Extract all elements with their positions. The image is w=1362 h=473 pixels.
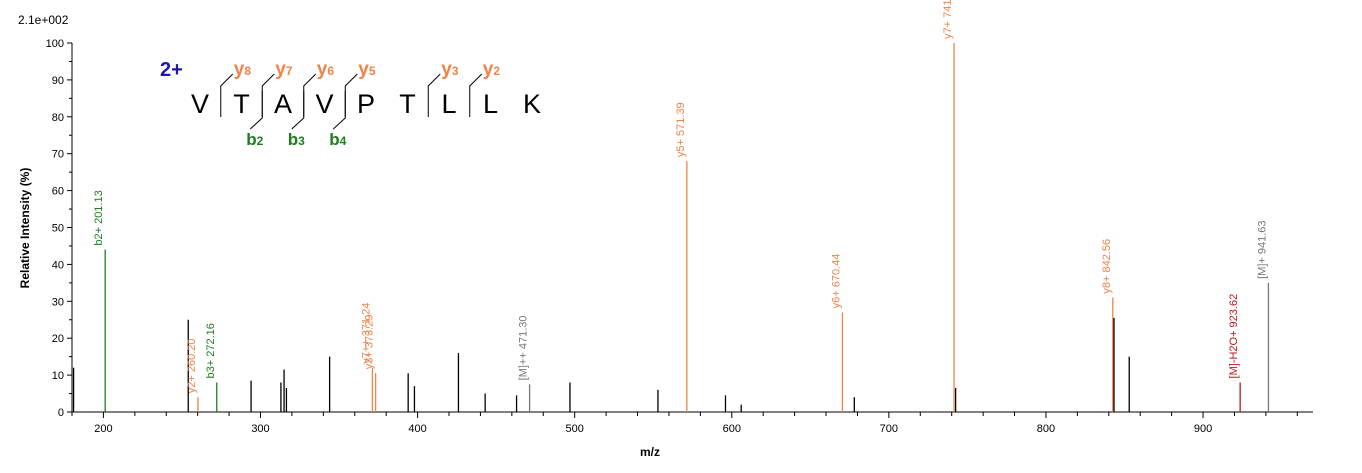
x-tick-label: 600	[723, 423, 741, 435]
y-ion-number: 8	[244, 64, 251, 78]
y-axis-title: Relative Intensity (%)	[18, 168, 32, 289]
b-ion-cleavage-mark	[332, 91, 346, 130]
peak-label: y5+ 571.39	[675, 102, 687, 157]
y-ion-label: y6	[317, 59, 335, 80]
residue-letter: L	[441, 89, 456, 119]
b-ion-number: 4	[340, 134, 347, 148]
y-ion-label: y3	[441, 59, 459, 80]
peak-label: y2+ 260.20	[186, 338, 198, 393]
y-ion-label: y8	[234, 59, 252, 80]
y-ion-cleavage-mark	[303, 73, 317, 117]
intensity-scale-label: 2.1e+002	[18, 13, 69, 27]
charge-state-label: 2+	[160, 59, 183, 81]
y-ion-cleavage-mark	[220, 73, 234, 117]
y-ion-label: y5	[358, 59, 376, 80]
peak-label: b3+ 272.16	[205, 323, 217, 378]
y-ion-cleavage-mark	[261, 73, 275, 117]
peak-label: b2+ 201.13	[93, 190, 105, 245]
y-tick-label: 70	[52, 149, 64, 161]
y-tick-label: 30	[52, 296, 64, 308]
residue-letter: K	[523, 89, 541, 119]
residue-letter: V	[191, 89, 209, 119]
y-ion-label: y2	[483, 59, 501, 80]
x-axis-title: m/z	[640, 445, 660, 459]
b-ion-label: b2	[246, 130, 263, 149]
peak-label: y8+ 842.56	[1101, 239, 1113, 294]
y-ion-number: 6	[327, 64, 334, 78]
residue-letter: L	[483, 89, 498, 119]
y-ion-number: 2	[493, 64, 500, 78]
chart-axes: 200 300 400 500 600 700 800 900 010203040506070…	[46, 38, 1313, 435]
y-ion-number: 3	[452, 64, 459, 78]
b-ion-number: 2	[257, 134, 264, 148]
y-tick-label: 50	[52, 223, 64, 235]
peak-label: [M]++ 471.30	[518, 315, 530, 380]
x-tick-label: 500	[566, 423, 584, 435]
b-ion-cleavage-mark	[249, 91, 263, 130]
y-ion-number: 5	[369, 64, 376, 78]
y-tick-label: 20	[52, 333, 64, 345]
residue-letter: A	[274, 89, 292, 119]
residue-letter: P	[357, 89, 375, 119]
x-tick-label: 200	[94, 423, 112, 435]
y-tick-label: 60	[52, 186, 64, 198]
b-ion-label: b4	[329, 130, 346, 149]
y-tick-label: 80	[52, 112, 64, 124]
peak-label: y3+ 373.29	[364, 315, 376, 370]
b-ion-number: 3	[298, 134, 305, 148]
x-tick-label: 900	[1194, 423, 1212, 435]
peak-label: y7+ 741.50	[942, 0, 954, 39]
peak-label: [M]+ 941.63	[1256, 220, 1268, 278]
x-tick-label: 400	[408, 423, 426, 435]
b-ion-label: b3	[288, 130, 305, 149]
residue-letter: T	[233, 89, 250, 119]
fragment-ion-markers: y8 y7 y6 y5 y3 y2 b2 b3 b4	[220, 59, 501, 149]
peak-label: y7++ 371.24	[360, 303, 372, 364]
x-tick-label: 800	[1037, 423, 1055, 435]
x-tick-label: 300	[251, 423, 269, 435]
y-tick-label: 10	[52, 370, 64, 382]
y-ion-number: 7	[286, 64, 293, 78]
x-axis-ticks: 200 300 400 500 600 700 800 900	[71, 412, 1298, 435]
residue-letter: V	[315, 89, 333, 119]
peak-label: [M]-H2O+ 923.62	[1228, 294, 1240, 379]
peak-label: y6+ 670.44	[830, 254, 842, 309]
spectrum-peaks: b2+ 201.13 y2+ 260.20 b3+ 272.16 y7++ 371.2…	[72, 0, 1270, 412]
y-tick-label: 90	[52, 75, 64, 87]
y-tick-label: 100	[46, 38, 64, 50]
b-ion-cleavage-mark	[291, 91, 305, 130]
y-tick-label: 0	[58, 407, 64, 419]
x-tick-label: 700	[880, 423, 898, 435]
y-tick-label: 40	[52, 259, 64, 271]
y-ion-label: y7	[275, 59, 293, 80]
y-ion-cleavage-mark	[344, 73, 358, 117]
residue-letter: T	[399, 89, 416, 119]
y-axis-ticks: 0 10 20 30 40 50 60 70 80 90 100	[46, 38, 72, 419]
y-ion-cleavage-mark	[427, 73, 441, 117]
y-ion-cleavage-mark	[469, 73, 483, 117]
